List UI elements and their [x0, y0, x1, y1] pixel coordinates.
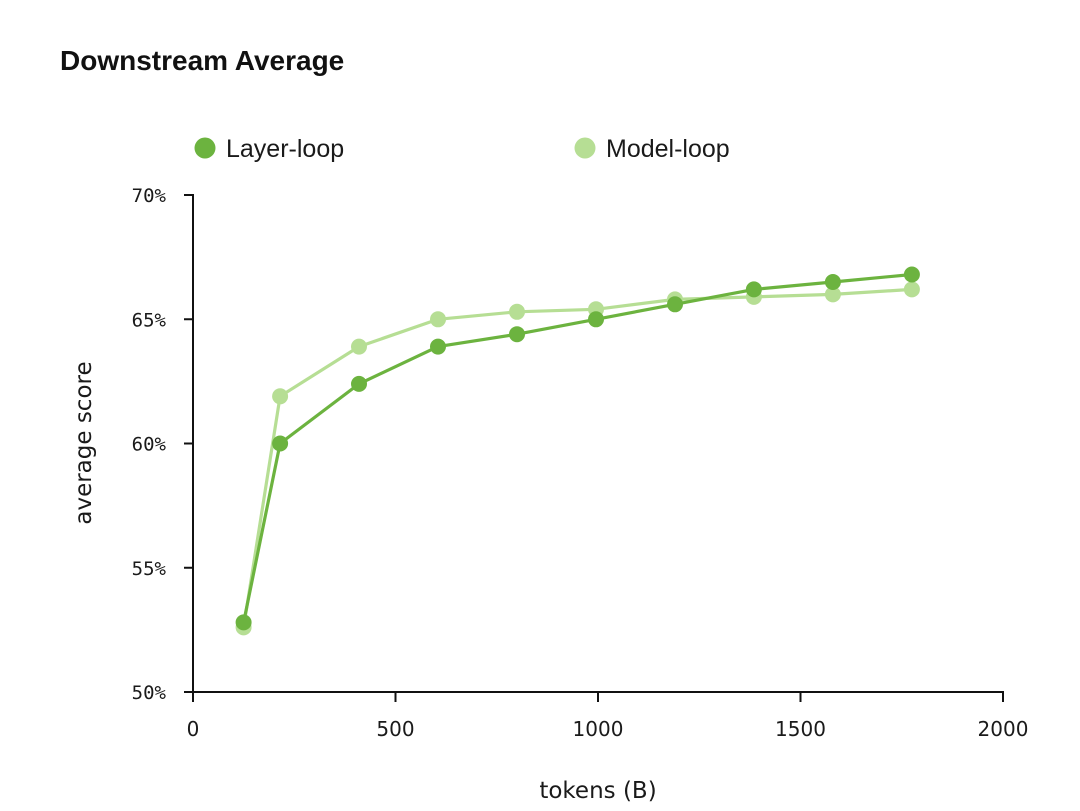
y-tick-label: 50% — [132, 682, 167, 704]
series-line — [242, 287, 914, 630]
legend-label: Model-loop — [606, 135, 730, 163]
y-tick-label: 55% — [132, 558, 167, 580]
series-layer — [235, 266, 920, 636]
data-point — [509, 326, 525, 343]
data-point — [509, 303, 525, 320]
data-point — [351, 375, 367, 392]
y-tick-label: 70% — [132, 185, 167, 207]
data-point — [430, 311, 446, 328]
chart-title: Downstream Average — [60, 45, 344, 76]
y-axis-label: average score — [71, 361, 97, 524]
legend-marker — [194, 137, 216, 159]
data-point — [903, 266, 920, 283]
x-tick-label: 500 — [376, 717, 414, 741]
data-point — [272, 388, 289, 405]
x-axis-label: tokens (B) — [539, 778, 656, 804]
data-point — [824, 286, 841, 303]
x-ticks: 0 500 1000 1500 2000 — [187, 692, 1029, 741]
legend-marker — [574, 137, 596, 159]
y-tick-label: 65% — [132, 309, 167, 331]
data-point — [588, 311, 604, 328]
data-point — [430, 338, 446, 355]
axes — [192, 194, 1004, 693]
x-tick-label: 1000 — [573, 717, 624, 741]
y-ticks: 50% 55% 60% 65% 70% — [132, 185, 193, 704]
x-tick-label: 0 — [187, 717, 200, 741]
data-point — [235, 614, 252, 631]
data-point — [272, 435, 289, 452]
data-point — [351, 338, 367, 355]
data-point — [824, 274, 841, 290]
x-tick-label: 1500 — [775, 717, 826, 741]
y-tick-label: 60% — [132, 434, 167, 456]
legend-label: Layer-loop — [226, 135, 344, 163]
data-point — [667, 296, 683, 313]
data-point — [903, 281, 920, 298]
x-tick-label: 2000 — [978, 717, 1029, 741]
series-line — [242, 272, 914, 625]
legend: Layer-loop Model-loop — [194, 135, 730, 163]
data-point — [745, 281, 762, 298]
